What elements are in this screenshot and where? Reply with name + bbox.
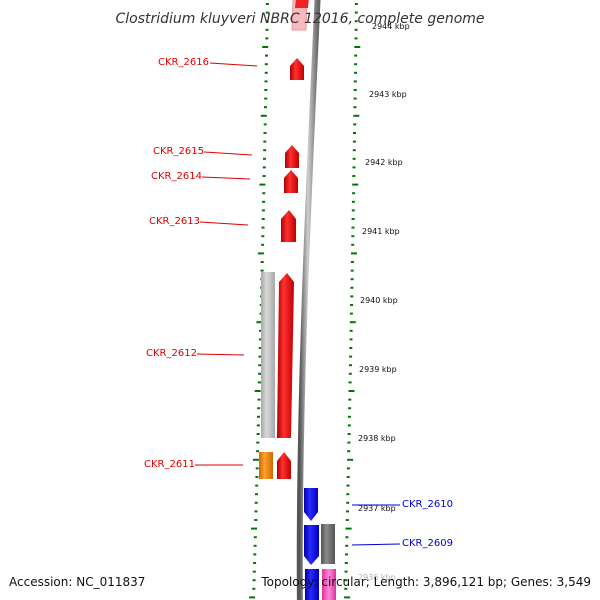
misc-feature-grey[interactable] bbox=[321, 524, 335, 564]
feature-track bbox=[259, 0, 336, 600]
gene-arrow-ckr-2611[interactable] bbox=[277, 452, 291, 479]
genome-backbone bbox=[296, 0, 321, 600]
gene-arrow-ckr-2615[interactable] bbox=[285, 145, 299, 168]
label-leader-ckr-2614 bbox=[201, 176, 251, 180]
tick-label: 2940 kbp bbox=[360, 296, 398, 305]
gene-arrow-ckr-2613[interactable] bbox=[281, 210, 296, 242]
tick-label: 2942 kbp bbox=[365, 158, 403, 167]
coordinate-ticks: 2944 kbp 2943 kbp 2942 kbp 2941 kbp 2940… bbox=[358, 22, 410, 582]
tick-label: 2944 kbp bbox=[372, 22, 410, 31]
gene-arrow-ckr-2610[interactable] bbox=[304, 488, 318, 521]
gene-label-ckr-2616[interactable]: CKR_2616 bbox=[158, 57, 209, 68]
gene-labels: CKR_2616 CKR_2615 CKR_2614 CKR_2613 CKR_… bbox=[144, 57, 453, 549]
gene-feature-bottom[interactable] bbox=[305, 569, 319, 600]
tick-label: 2941 kbp bbox=[362, 227, 400, 236]
gene-arrow-ckr-2616[interactable] bbox=[290, 58, 304, 80]
tick-label: 2938 kbp bbox=[358, 434, 396, 443]
tick-label: 2939 kbp bbox=[359, 365, 397, 374]
gene-label-ckr-2609[interactable]: CKR_2609 bbox=[402, 538, 453, 549]
gene-arrow-ckr-2612[interactable] bbox=[277, 273, 294, 438]
rna-feature-bottom[interactable] bbox=[322, 569, 336, 600]
gene-label-ckr-2614[interactable]: CKR_2614 bbox=[151, 171, 202, 182]
map-title: Clostridium kluyveri NBRC 12016, complet… bbox=[115, 11, 484, 27]
gene-label-ckr-2613[interactable]: CKR_2613 bbox=[149, 216, 200, 227]
tick-label: 2936 kbp bbox=[358, 573, 396, 582]
accession-label: Accession: NC_011837 bbox=[9, 575, 145, 589]
gene-arrow-ckr-2614[interactable] bbox=[284, 170, 298, 193]
misc-feature-orange[interactable] bbox=[259, 452, 273, 479]
label-leader-ckr-2616 bbox=[209, 62, 258, 67]
label-leader-ckr-2612 bbox=[196, 353, 245, 356]
label-leader-ckr-2613 bbox=[199, 221, 249, 226]
gene-label-ckr-2610[interactable]: CKR_2610 bbox=[402, 499, 453, 510]
tick-label: 2943 kbp bbox=[369, 90, 407, 99]
misc-feature-light[interactable] bbox=[261, 272, 275, 438]
gene-arrow-ckr-2609[interactable] bbox=[304, 525, 319, 565]
gene-label-ckr-2611[interactable]: CKR_2611 bbox=[144, 459, 195, 470]
topology-summary: Topology: circular; Length: 3,896,121 bp… bbox=[260, 575, 591, 589]
gene-feature-top[interactable] bbox=[295, 0, 309, 8]
outer-dotted-ring bbox=[344, 3, 361, 599]
gene-label-ckr-2612[interactable]: CKR_2612 bbox=[146, 348, 197, 359]
label-leader-ckr-2609 bbox=[351, 543, 401, 546]
label-leader-ckr-2615 bbox=[203, 151, 253, 156]
gene-label-ckr-2615[interactable]: CKR_2615 bbox=[153, 146, 204, 157]
tick-label: 2937 kbp bbox=[358, 504, 396, 513]
